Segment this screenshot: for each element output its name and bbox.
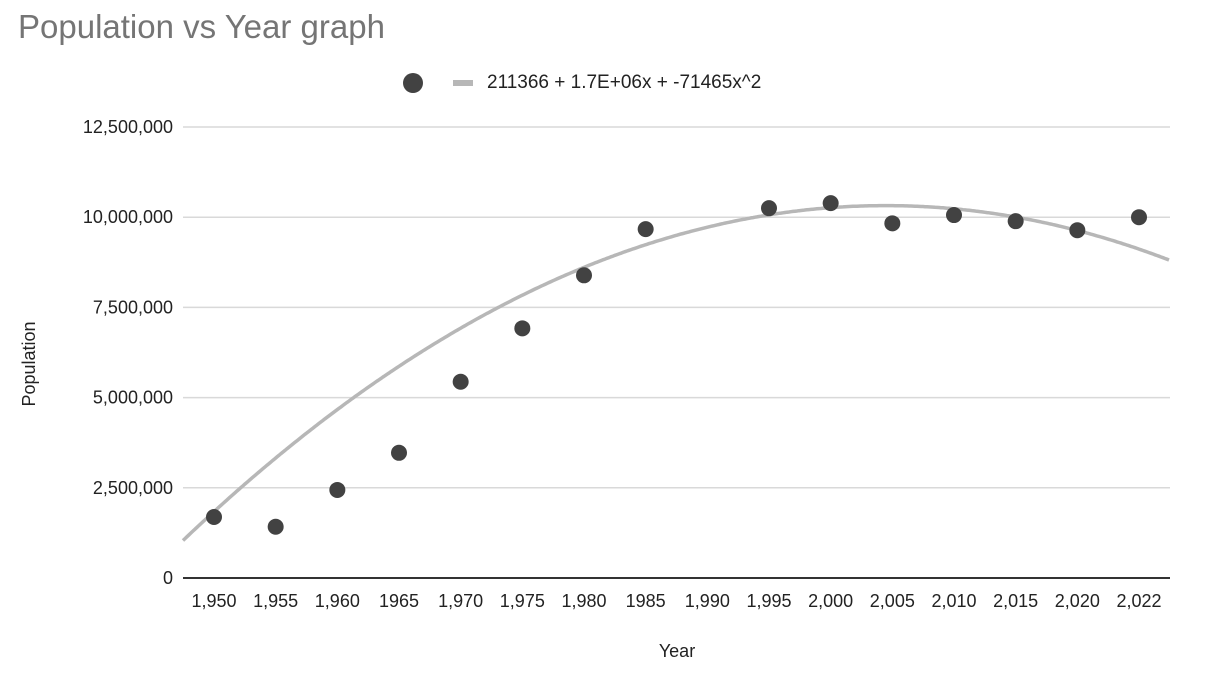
data-point <box>761 200 777 217</box>
legend-series-marker-icon <box>403 73 423 93</box>
data-point <box>1131 209 1147 226</box>
y-axis-tick-labels: 0 2,500,000 5,000,000 7,500,000 10,000,000 12… <box>83 117 173 588</box>
data-point <box>1007 213 1024 230</box>
data-point <box>329 481 346 498</box>
legend-trendline-swatch-icon <box>453 80 473 86</box>
legend: 211366 + 1.7E+06x + -71465x^2 <box>403 70 761 96</box>
trendline <box>181 203 1170 542</box>
data-point <box>884 215 901 232</box>
data-point <box>391 444 407 461</box>
x-tick-label: 1,990 <box>685 591 730 611</box>
x-tick-label: 1965 <box>379 591 419 611</box>
gridlines <box>183 126 1170 489</box>
data-point <box>452 373 469 390</box>
x-tick-label: 1,970 <box>438 591 483 611</box>
x-tick-label: 1985 <box>626 591 666 611</box>
x-tick-label: 2,000 <box>808 591 853 611</box>
x-tick-label: 1,955 <box>253 591 298 611</box>
y-tick-label: 12,500,000 <box>83 117 173 137</box>
y-tick-label: 0 <box>163 568 173 588</box>
legend-trendline-label: 211366 + 1.7E+06x + -71465x^2 <box>487 72 762 93</box>
data-point <box>514 320 531 337</box>
data-point <box>576 267 592 284</box>
y-tick-label: 5,000,000 <box>93 388 173 408</box>
x-tick-label: 2,005 <box>870 591 915 611</box>
x-tick-label: 2,010 <box>931 591 976 611</box>
x-tick-label: 1,995 <box>746 591 791 611</box>
y-tick-label: 7,500,000 <box>93 297 173 317</box>
data-points <box>206 195 1147 535</box>
x-tick-label: 1,950 <box>191 591 236 611</box>
chart-title: Population vs Year graph <box>18 8 385 45</box>
y-axis-title: Population <box>19 321 39 406</box>
data-point <box>267 518 284 535</box>
data-point <box>206 509 222 526</box>
data-point <box>1069 222 1086 239</box>
y-tick-label: 10,000,000 <box>83 207 173 227</box>
x-tick-label: 1,960 <box>315 591 360 611</box>
data-point <box>637 221 654 238</box>
x-tick-label: 2,020 <box>1055 591 1100 611</box>
x-tick-label: 2,015 <box>993 591 1038 611</box>
y-tick-label: 2,500,000 <box>93 478 173 498</box>
x-tick-label: 1,975 <box>500 591 545 611</box>
data-point <box>946 207 962 224</box>
x-axis-title: Year <box>659 641 695 661</box>
data-point <box>822 195 839 212</box>
x-axis-tick-labels: 1,950 1,955 1,960 1965 1,970 1,975 1,980 1985 1,… <box>191 591 1161 611</box>
x-tick-label: 2,022 <box>1116 591 1161 611</box>
x-tick-label: 1,980 <box>561 591 606 611</box>
